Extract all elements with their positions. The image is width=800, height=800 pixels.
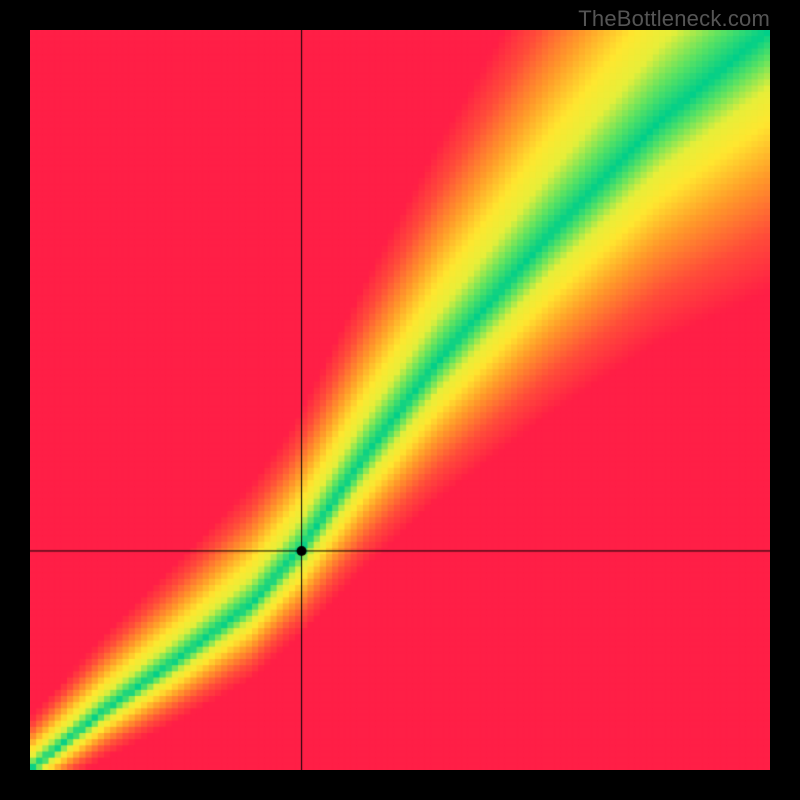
watermark-text: TheBottleneck.com [578,6,770,32]
bottleneck-heatmap [30,30,770,770]
chart-frame: TheBottleneck.com [0,0,800,800]
